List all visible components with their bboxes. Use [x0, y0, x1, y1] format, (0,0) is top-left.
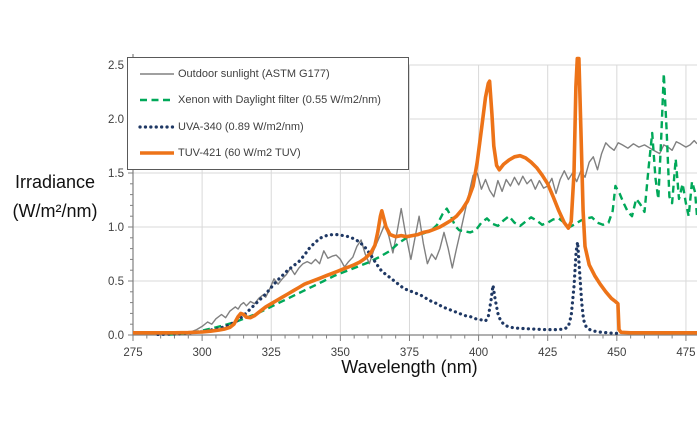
legend-item-xenon-daylight-filter: Xenon with Daylight filter (0.55 W/m2/nm… — [138, 93, 402, 107]
svg-text:1.0: 1.0 — [108, 222, 124, 234]
svg-text:325: 325 — [262, 347, 281, 359]
svg-text:0.0: 0.0 — [108, 330, 124, 342]
legend-marker-dotted-navy-line — [138, 125, 176, 129]
svg-text:300: 300 — [193, 347, 212, 359]
svg-text:2.5: 2.5 — [108, 60, 124, 72]
legend-item-tuv-421: TUV-421 (60 W/m2 TUV) — [138, 146, 402, 160]
svg-text:450: 450 — [607, 347, 626, 359]
legend-item-uva-340: UVA-340 (0.89 W/m2/nm) — [138, 120, 402, 134]
legend-marker-solid-orange-line — [140, 151, 174, 155]
x-axis-title: Wavelength (nm) — [341, 357, 478, 377]
y-axis-title-line1: Irradiance — [14, 172, 96, 192]
series-xenon-with-daylight-filter-0-55-w-m2-nm — [168, 72, 697, 336]
gridlines — [133, 64, 697, 335]
svg-text:475: 475 — [676, 347, 695, 359]
legend-label: Outdoor sunlight (ASTM G177) — [178, 68, 330, 80]
svg-text:425: 425 — [538, 347, 557, 359]
legend-label: TUV-421 (60 W/m2 TUV) — [178, 146, 301, 159]
svg-text:0.5: 0.5 — [108, 276, 124, 288]
svg-text:275: 275 — [123, 347, 142, 359]
legend-label: Xenon with Daylight filter (0.55 W/m2/nm… — [178, 94, 381, 107]
series-tuv-421-60-w-m2-tuv — [133, 56, 697, 335]
series-uva-340-0-89-w-m2-nm — [156, 233, 619, 336]
y-axis-title-line2: (W/m²/nm) — [12, 200, 98, 221]
legend-label: UVA-340 (0.89 W/m2/nm) — [178, 120, 304, 133]
svg-text:1.5: 1.5 — [108, 168, 124, 180]
legend-marker-dashed-green-line — [140, 99, 174, 102]
svg-text:2.0: 2.0 — [108, 114, 124, 126]
legend-item-outdoor-sunlight: Outdoor sunlight (ASTM G177) — [138, 67, 402, 81]
y-axis-title: Irradiance (W/m²/nm) — [0, 168, 110, 226]
svg-text:400: 400 — [469, 347, 488, 359]
legend: Outdoor sunlight (ASTM G177) Xenon with … — [127, 57, 409, 170]
svg-text:350: 350 — [331, 347, 350, 359]
svg-text:375: 375 — [400, 347, 419, 359]
y-tick-labels: 0.0 0.5 1.0 1.5 2.0 2.5 — [108, 60, 124, 342]
x-tick-labels: 275 300 325 350 375 400 425 450 475 — [123, 347, 695, 359]
legend-marker-solid-gray-line — [140, 73, 174, 75]
series-outdoor-sunlight-astm-g177 — [133, 139, 697, 336]
